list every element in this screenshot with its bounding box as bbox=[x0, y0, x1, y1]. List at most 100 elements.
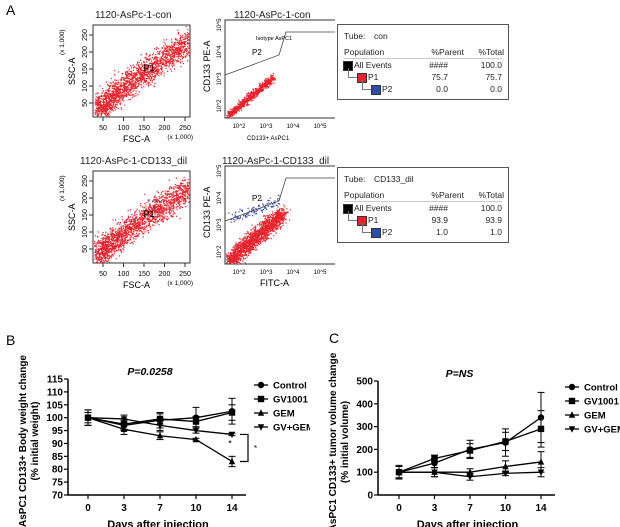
event-dot bbox=[115, 234, 117, 236]
event-dot bbox=[157, 71, 159, 73]
event-dot bbox=[175, 52, 178, 54]
event-dot bbox=[178, 45, 180, 47]
event-dot bbox=[125, 89, 128, 91]
event-dot bbox=[170, 45, 172, 47]
event-dot bbox=[109, 101, 111, 103]
event-dot bbox=[108, 92, 110, 94]
event-dot bbox=[262, 89, 264, 92]
event-dot bbox=[125, 238, 127, 240]
event-dot bbox=[106, 249, 108, 251]
event-dot bbox=[112, 219, 114, 221]
event-dot bbox=[115, 97, 118, 99]
event-dot bbox=[143, 71, 145, 73]
event-dot bbox=[177, 33, 179, 35]
event-dot bbox=[173, 49, 175, 51]
event-dot bbox=[173, 53, 176, 55]
event-dot bbox=[234, 249, 237, 251]
column-header: %Parent bbox=[431, 47, 464, 57]
event-dot bbox=[182, 189, 184, 192]
event-dot bbox=[161, 62, 164, 64]
event-dot bbox=[140, 67, 143, 69]
event-dot bbox=[106, 253, 108, 255]
event-dot bbox=[158, 197, 161, 199]
event-dot bbox=[283, 211, 285, 214]
event-dot bbox=[118, 96, 120, 98]
event-dot bbox=[116, 234, 119, 236]
event-dot bbox=[97, 113, 99, 115]
event-dot bbox=[163, 64, 166, 66]
event-dot bbox=[119, 98, 121, 100]
event-dot bbox=[173, 201, 175, 204]
event-dot bbox=[141, 220, 143, 222]
event-dot bbox=[158, 60, 161, 62]
event-dot bbox=[176, 61, 178, 63]
event-dot bbox=[120, 248, 122, 251]
event-dot bbox=[169, 60, 172, 62]
event-dot bbox=[144, 216, 147, 218]
event-dot bbox=[237, 103, 239, 106]
event-dot bbox=[173, 190, 175, 192]
event-dot bbox=[185, 189, 187, 192]
event-dot bbox=[179, 49, 181, 52]
event-dot bbox=[187, 196, 189, 198]
event-dot bbox=[105, 97, 107, 99]
event-dot bbox=[270, 74, 272, 76]
event-dot bbox=[132, 86, 134, 88]
event-dot bbox=[144, 221, 146, 223]
event-dot bbox=[99, 97, 101, 100]
event-dot bbox=[165, 211, 167, 214]
event-dot bbox=[139, 70, 141, 72]
event-dot bbox=[134, 84, 136, 86]
event-dot bbox=[146, 213, 148, 215]
event-dot bbox=[187, 51, 190, 53]
event-dot bbox=[158, 69, 160, 71]
event-dot bbox=[269, 80, 271, 82]
event-dot bbox=[178, 41, 180, 43]
event-dot bbox=[115, 101, 118, 103]
event-dot bbox=[169, 199, 171, 201]
event-dot bbox=[96, 242, 98, 244]
event-dot bbox=[121, 230, 123, 233]
event-dot bbox=[162, 60, 164, 62]
event-dot bbox=[112, 97, 114, 100]
event-dot bbox=[151, 54, 154, 56]
event-dot bbox=[96, 107, 98, 110]
event-dot bbox=[171, 193, 173, 196]
y-tick-label: 250 bbox=[82, 175, 89, 187]
event-dot bbox=[152, 204, 155, 206]
event-dot bbox=[153, 71, 155, 73]
event-dot bbox=[132, 224, 135, 226]
event-dot bbox=[121, 216, 123, 218]
event-dot bbox=[128, 90, 131, 92]
event-dot bbox=[145, 210, 147, 212]
event-dot bbox=[238, 249, 240, 252]
event-dot bbox=[173, 198, 175, 200]
event-dot bbox=[243, 104, 245, 106]
event-dot bbox=[183, 195, 185, 197]
event-dot bbox=[149, 225, 151, 227]
event-dot bbox=[133, 225, 135, 227]
population-name: P2 bbox=[382, 84, 393, 94]
event-dot bbox=[124, 231, 126, 234]
event-dot bbox=[155, 62, 158, 64]
event-dot bbox=[101, 257, 103, 259]
event-dot bbox=[247, 92, 249, 94]
event-dot bbox=[172, 52, 175, 55]
event-dot bbox=[103, 254, 105, 256]
event-dot bbox=[162, 54, 165, 56]
event-dot bbox=[152, 70, 154, 73]
event-dot bbox=[172, 51, 175, 54]
event-dot bbox=[132, 223, 134, 226]
tree-connector bbox=[348, 68, 357, 78]
event-dot bbox=[129, 90, 131, 92]
event-dot bbox=[262, 83, 264, 86]
event-dot bbox=[167, 60, 169, 62]
event-dot bbox=[136, 62, 139, 64]
event-dot bbox=[177, 193, 179, 195]
event-dot bbox=[109, 95, 111, 98]
event-dot bbox=[245, 238, 248, 241]
event-dot bbox=[124, 86, 126, 88]
event-dot bbox=[154, 216, 156, 219]
event-dot bbox=[134, 235, 137, 237]
event-dot bbox=[156, 215, 158, 217]
